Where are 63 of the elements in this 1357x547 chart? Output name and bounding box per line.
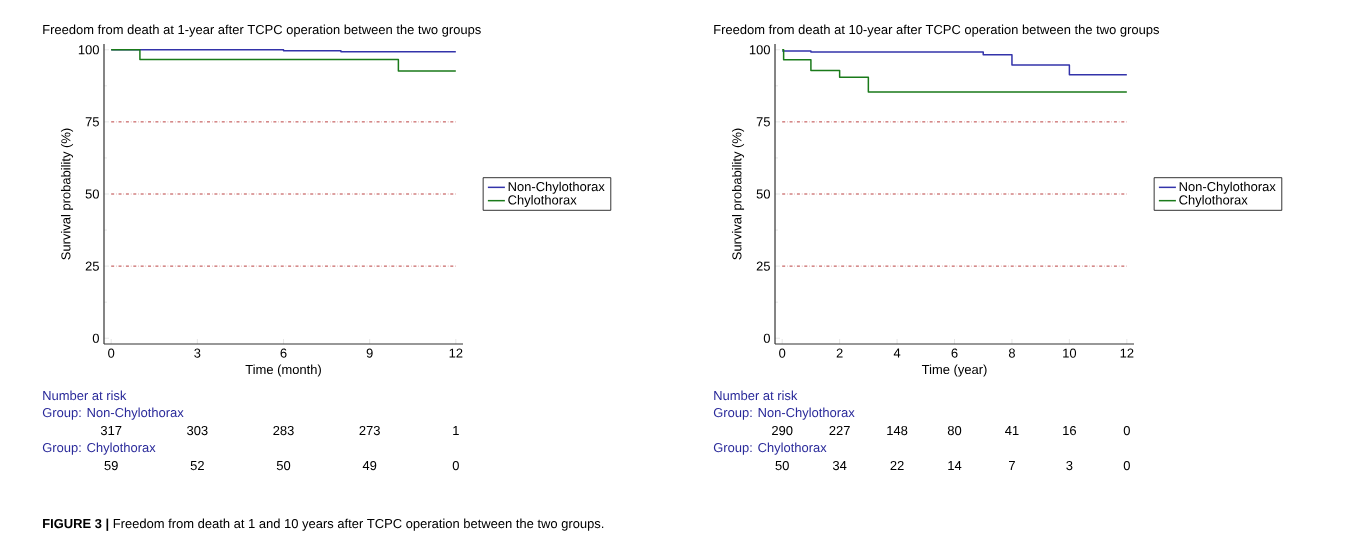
text: 0 (1123, 425, 1130, 436)
x-axis-title: Time (year) (921, 364, 987, 377)
text: 317 (100, 425, 122, 436)
y-tick-label: 100 (78, 45, 99, 55)
text: 22 (890, 460, 904, 471)
text: 49 (362, 460, 377, 471)
text: 290 (772, 425, 793, 436)
text: 50 (775, 460, 789, 471)
y-tick-label: 75 (85, 117, 99, 127)
legend-label: Non-Chylothorax (1179, 181, 1276, 194)
y-tick-label: 50 (756, 189, 770, 199)
text: 34 (832, 460, 847, 471)
text: Group: Non-Chylothorax (713, 407, 855, 420)
x-tick-label: 6 (280, 348, 287, 358)
x-axis-title: Time (month) (245, 364, 321, 377)
y-tick-label: 25 (85, 261, 99, 271)
text: FIGURE 3 | Freedom from death at 1 and 10 years after TCPC operation between the two groups. (43, 518, 604, 531)
x-tick-label: 8 (1008, 348, 1015, 358)
text: Number at risk (714, 390, 798, 401)
text: 303 (187, 425, 208, 436)
y-tick-label: 75 (756, 117, 770, 127)
x-tick-label: 0 (779, 348, 786, 358)
x-tick-label: 10 (1063, 348, 1077, 358)
y-tick-label: 25 (756, 261, 770, 271)
text: 283 (273, 425, 294, 436)
x-tick-label: 4 (893, 348, 901, 358)
text: Group: Chylothorax (42, 442, 156, 455)
x-tick-label: 6 (951, 348, 958, 358)
text: 3 (1066, 460, 1073, 471)
text: Group: Chylothorax (713, 442, 827, 455)
text: 16 (1063, 425, 1077, 436)
y-axis-title: Survival probability (%) (60, 128, 74, 260)
x-tick-label: 12 (1120, 348, 1134, 358)
text: 50 (276, 460, 291, 471)
text: 227 (829, 425, 850, 436)
legend-label: Chylothorax (508, 195, 577, 208)
y-axis-title: Survival probability (%) (731, 128, 745, 260)
text: 0 (1123, 460, 1130, 471)
x-tick-label: 3 (194, 348, 201, 358)
y-tick-label: 0 (763, 333, 770, 343)
x-tick-label: 0 (108, 348, 115, 358)
text: 1 (453, 426, 459, 436)
x-tick-label: 2 (836, 348, 843, 358)
legend-label: Non-Chylothorax (508, 181, 605, 194)
text: 41 (1005, 426, 1019, 436)
x-tick-label: 12 (449, 348, 463, 358)
text: Group: Non-Chylothorax (42, 407, 184, 420)
text: 7 (1009, 461, 1015, 471)
text: 148 (887, 425, 908, 436)
y-tick-label: 50 (85, 189, 99, 199)
text: 273 (359, 425, 380, 436)
legend-label: Chylothorax (1179, 194, 1248, 208)
text: Number at risk (43, 390, 127, 401)
y-tick-label: 100 (749, 45, 770, 55)
y-tick-label: 0 (92, 333, 99, 343)
text: 52 (190, 460, 204, 471)
text: 14 (948, 461, 962, 471)
text: 59 (104, 460, 118, 471)
text: 0 (452, 460, 459, 471)
text: 80 (947, 425, 962, 436)
chart-title: Freedom from death at 10-year after TCPC operation between the two groups (714, 24, 1160, 37)
x-tick-label: 9 (366, 348, 373, 358)
chart-title: Freedom from death at 1-year after TCPC operation between the two groups (43, 24, 481, 37)
